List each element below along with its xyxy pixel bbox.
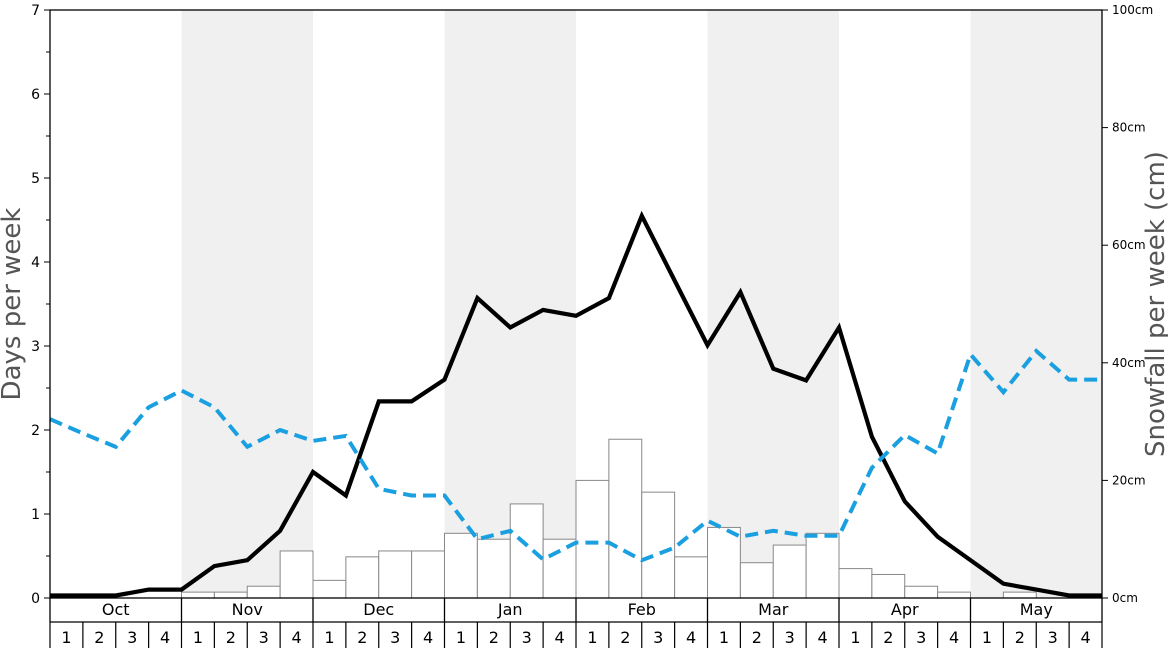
week-label: 2 [1015,628,1025,647]
snowfall-bar [411,550,445,599]
left-tick-label: 7 [31,3,40,19]
week-label: 4 [291,628,301,647]
week-label: 3 [916,628,926,647]
week-label: 1 [982,628,992,647]
month-label-dec: Dec [363,600,394,619]
left-tick-label: 0 [31,591,40,607]
snowfall-bar [542,538,577,599]
week-label: 2 [752,628,762,647]
month-label-nov: Nov [232,600,263,619]
left-tick-label: 4 [31,255,40,271]
week-label: 4 [817,628,827,647]
month-shading [181,10,1102,598]
month-label-mar: Mar [758,600,789,619]
right-tick-label: 40cm [1112,356,1146,370]
snowfall-bar [871,573,906,599]
month-label-jan: Jan [497,600,523,619]
snowfall-bar [707,526,741,599]
dashed-blue-line [49,348,1102,563]
left-tick-label: 1 [31,507,40,523]
week-label: 4 [423,628,433,647]
left-tick-label: 2 [31,423,40,439]
snowfall-bar [345,556,380,599]
snowfall-bar [937,591,971,599]
snowfall-bar [739,562,774,599]
month-label-may: May [1020,600,1053,619]
snowfall-bar [181,591,215,599]
week-label: 4 [686,628,696,647]
left-tick-label: 5 [31,171,40,187]
right-tick-label: 0cm [1112,591,1138,605]
month-label-feb: Feb [628,600,656,619]
chart-lines [49,210,1102,598]
week-label: 1 [719,628,729,647]
snowfall-bar [772,544,807,599]
month-shade-jan [444,10,576,598]
week-label: 4 [949,628,959,647]
snowfall-bar [1002,591,1037,599]
week-label: 3 [522,628,532,647]
snowfall-bar [444,532,478,599]
snowfall-bar [279,550,314,599]
week-label: 4 [554,628,564,647]
week-label: 2 [883,628,893,647]
snowfall-bar [509,503,544,599]
snowfall-bar [674,556,708,599]
week-label: 1 [324,628,334,647]
snowfall-bar [378,550,413,599]
week-label: 1 [61,628,71,647]
week-label: 1 [456,628,466,647]
left-axis-label: Days per week [0,208,27,401]
snowfall-bar [641,491,676,599]
snowfall-bar [476,538,511,599]
week-label: 4 [160,628,170,647]
left-tick-label: 3 [31,339,40,355]
right-axis: 0cm 20cm 40cm 60cm 80cm 100cm [1102,3,1153,605]
right-tick-label: 60cm [1112,238,1146,252]
snowfall-bars [181,438,1037,599]
solid-black-line [50,210,1102,598]
month-labels-row: Oct Nov Dec Jan Feb Mar Apr May [49,598,1103,623]
right-axis-label: Snowfall per week (cm) [1141,151,1168,457]
week-label: 3 [127,628,137,647]
week-label: 4 [1080,628,1090,647]
week-label: 2 [226,628,236,647]
snowfall-bar [312,579,347,599]
snowfall-bar [904,585,939,599]
week-label: 3 [785,628,795,647]
week-label: 3 [259,628,269,647]
snowfall-bar [838,568,873,599]
month-label-oct: Oct [102,600,130,619]
month-shade-may [970,10,1102,598]
week-label: 2 [357,628,367,647]
snowfall-bar [805,532,840,599]
right-tick-label: 80cm [1112,121,1146,135]
right-tick-label: 100cm [1112,3,1153,17]
left-axis: 0 1 2 3 4 5 6 7 [31,3,50,607]
right-tick-label: 20cm [1112,473,1146,487]
week-labels-row: 1 2 3 4 1 2 3 4 1 2 3 4 1 2 3 4 1 2 3 4 1 2 3 4 1 2 3 4 1 2 3 4 [49,622,1103,648]
left-tick-label: 6 [31,87,40,103]
week-label: 2 [620,628,630,647]
week-label: 2 [489,628,499,647]
snowfall-bar [246,585,281,599]
week-label: 1 [587,628,597,647]
week-label: 3 [1048,628,1058,647]
week-label: 1 [850,628,860,647]
month-label-apr: Apr [891,600,919,619]
week-label: 3 [390,628,400,647]
month-shade-mar [707,10,839,598]
week-label: 3 [653,628,663,647]
month-shade-nov [181,10,313,598]
snowfall-bar [575,479,610,599]
week-label: 2 [94,628,104,647]
snowfall-bar [608,438,643,599]
week-label: 1 [193,628,203,647]
snowfall-bar [213,591,248,599]
